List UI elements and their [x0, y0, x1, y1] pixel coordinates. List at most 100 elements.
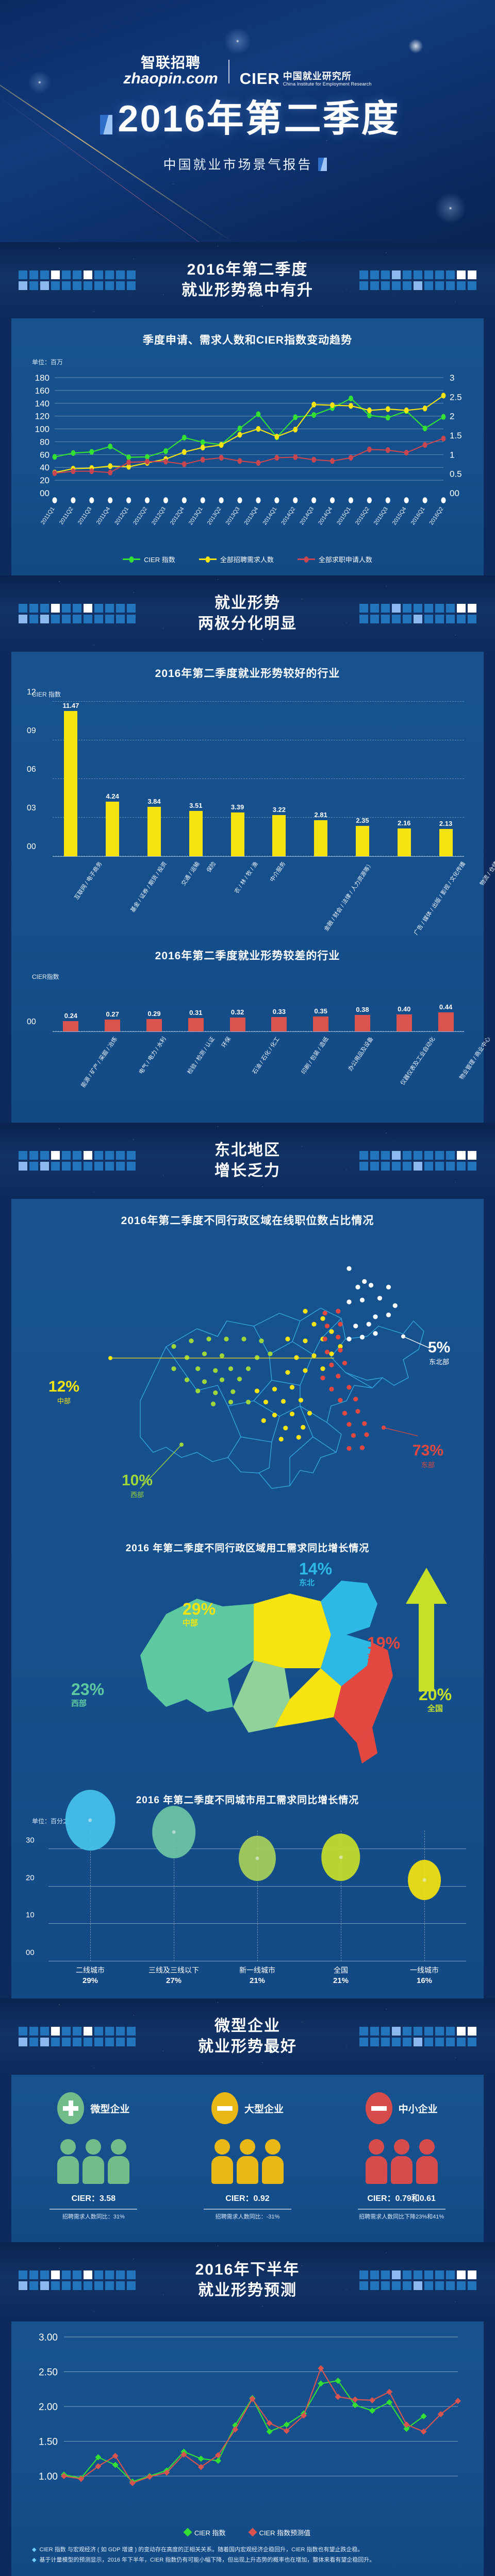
bar: [397, 828, 411, 856]
bar-column: 2.16: [386, 702, 422, 856]
map1-name-east: 东部: [421, 1461, 435, 1469]
legend-diamond: [183, 2528, 192, 2537]
section3-banner: 东北地区 增长乏力: [0, 1123, 495, 1199]
bubble: [152, 1805, 195, 1858]
pixel-decor-right: [359, 1151, 476, 1171]
svg-text:2012Q3: 2012Q3: [151, 506, 167, 526]
y-tick: 00: [26, 1948, 35, 1957]
svg-text:2.5: 2.5: [450, 392, 462, 402]
svg-text:60: 60: [40, 450, 50, 460]
china-dot-map: 12% 中部 5% 东北部 73% 东部 10% 西部: [11, 1231, 484, 1527]
growth-arrow-icon: [406, 1568, 447, 1691]
svg-text:2015Q4: 2015Q4: [391, 506, 408, 526]
svg-text:2: 2: [450, 412, 454, 421]
map2-value-west: 23%: [71, 1680, 105, 1699]
person-icon: [365, 2139, 387, 2184]
bar-value: 0.32: [230, 1008, 244, 1016]
bar-value: 0.33: [272, 1008, 286, 1016]
enterprise-badge-row: 中小企业: [329, 2092, 474, 2124]
person-icon: [261, 2139, 284, 2184]
section2-title-line2: 两极分化明显: [198, 615, 297, 632]
map2-title: 2016 年第二季度不同行政区域用工需求同比增长情况: [125, 1543, 370, 1554]
cier-abbr: CIER: [239, 70, 280, 88]
page-subtitle-text: 中国就业市场景气报告: [163, 158, 313, 172]
legend-diamond: [248, 2528, 257, 2537]
enterprise-people: [175, 2127, 320, 2184]
bar-value: 2.16: [398, 819, 411, 827]
svg-text:00: 00: [450, 488, 459, 498]
svg-text:80: 80: [40, 437, 50, 447]
worst-industries-baseline: [53, 1031, 464, 1032]
legend-item-2: 全部求职申请人数: [297, 554, 372, 564]
enterprise-note: 招聘需求人数同比：-31%: [215, 2214, 280, 2220]
bubble-title: 2016 年第二季度不同城市用工需求同比增长情况: [136, 1795, 359, 1806]
svg-text:180: 180: [35, 373, 50, 383]
hero-header: 智联招聘 zhaopin.com CIER 中国就业研究所 China Inst…: [0, 0, 495, 242]
map2-name-national: 全国: [427, 1704, 443, 1713]
section4-banner: 微型企业 就业形势最好: [0, 1998, 495, 2075]
bar: [271, 1017, 287, 1031]
legend-swatch: [123, 556, 141, 563]
bar-value: 2.81: [314, 810, 327, 819]
map1-value-central: 12%: [48, 1378, 80, 1395]
y-tick: 00: [27, 1018, 36, 1026]
svg-text:1.50: 1.50: [39, 2436, 58, 2447]
section1-title-line1: 2016年第二季度: [187, 261, 308, 279]
zhaopin-logo-cn: 智联招聘: [141, 55, 201, 71]
enterprise-name: 中小企业: [398, 2104, 438, 2115]
pixel-decor-right: [359, 604, 476, 623]
svg-text:20: 20: [40, 476, 50, 485]
map2-label-west: 23% 西部: [71, 1681, 104, 1708]
legend-item-0: CIER 指数: [123, 554, 175, 564]
map1-label-west: 10% 西部: [122, 1473, 153, 1499]
legend-label: CIER 指数: [194, 2529, 226, 2537]
svg-text:00: 00: [40, 488, 50, 498]
person-icon: [57, 2139, 79, 2184]
enterprise-name: 微型企业: [90, 2104, 130, 2115]
svg-text:2012Q4: 2012Q4: [169, 506, 186, 526]
gridline: [53, 701, 464, 702]
gridline: [53, 817, 464, 818]
section4-title-line2: 就业形势最好: [198, 2038, 297, 2055]
enterprise-cier: CIER：3.58: [71, 2194, 116, 2203]
enterprise-badge-row: 大型企业: [175, 2092, 320, 2124]
industry-panel: 2016年第二季度就业形势较好的行业 CIER 指数 00 03 06 09 12 11.…: [11, 652, 495, 1123]
bubble-label-value: 21%: [249, 1976, 266, 1985]
enterprise-cier: CIER：0.79和0.61: [367, 2194, 436, 2203]
bubble-label-value: 21%: [333, 1976, 349, 1985]
svg-text:2012Q2: 2012Q2: [132, 506, 148, 526]
bar: [313, 1016, 329, 1031]
page-title-text: 2016年第二季度: [118, 98, 400, 140]
section3-title-line2: 增长乏力: [214, 1162, 280, 1179]
svg-text:2013Q3: 2013Q3: [225, 506, 241, 526]
map2-label-central: 29% 中部: [183, 1601, 216, 1628]
svg-text:2011Q3: 2011Q3: [77, 506, 93, 526]
bar: [438, 1012, 454, 1031]
map2-label-east: 19% 东部: [367, 1635, 400, 1662]
svg-text:2014Q2: 2014Q2: [280, 506, 296, 526]
cier-name-en: China Institute for Employment Research: [283, 81, 372, 87]
section1-title: 2016年第二季度 就业形势稳中有升: [182, 260, 314, 300]
worst-industries-bars: 00 0.24 0.27 0.29 0.31 0.32 0.33 0.35 0.38 0.40 0.…: [27, 984, 464, 1031]
svg-text:0.5: 0.5: [450, 469, 462, 479]
legend-swatch: [297, 556, 315, 563]
map1-name-west: 西部: [130, 1491, 144, 1499]
pixel-decor-right: [359, 2027, 476, 2046]
forecast-legend: CIER 指数 CIER 指数预测值: [11, 2522, 484, 2539]
bar: [314, 820, 328, 856]
best-industries-axis-caption: CIER 指数: [32, 691, 61, 698]
bubble-label-name: 二线城市: [76, 1966, 105, 1974]
bar-value: 3.39: [230, 803, 244, 811]
bar-column: 2.13: [427, 702, 464, 856]
bar-column: 2.35: [344, 702, 381, 856]
note-text: 基于计量模型的预测显示，2016 年下半年，CIER 指数仍有可能小幅下降，但出…: [39, 2556, 375, 2563]
x-label: 能源 / 矿产 / 采掘 / 冶炼: [53, 1032, 119, 1109]
note-text: CIER 指数 与宏观经济 ( 如 GDP 增速 ) 的变动存在高度的正相关关系…: [39, 2546, 364, 2553]
quarterly-trend-chart: 00 20 40 60 80 100 120 140 160 180 00 0.5 1 1.5 2 2.5 3 2…: [25, 368, 470, 551]
bar-column: 0.44: [427, 984, 464, 1031]
bubble-label: 一线城市 16%: [383, 1965, 466, 1985]
bar: [106, 802, 120, 856]
enterprise-row: 微型企业 CIER：3.58 招聘需求人数同比：31% 大型企业 CIER：0.92 招聘…: [11, 2075, 484, 2227]
gridline: [48, 1923, 466, 1924]
forecast-chart-svg: 1.00 1.50 2.00 2.50 3.00: [39, 2332, 461, 2486]
